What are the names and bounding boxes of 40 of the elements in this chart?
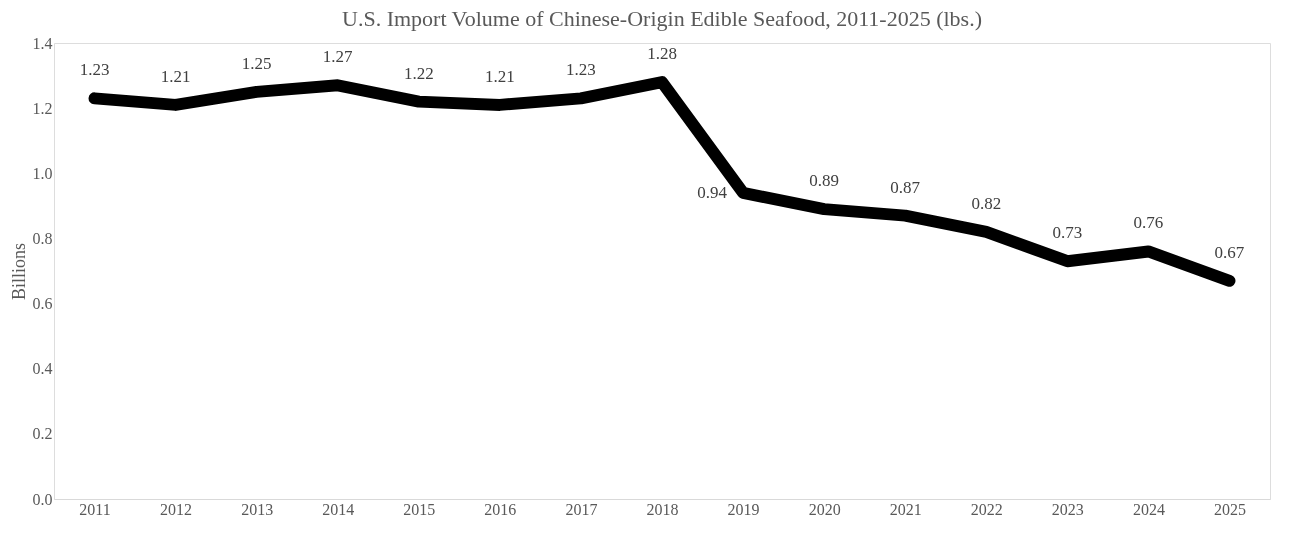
- data-label: 1.27: [322, 47, 354, 67]
- x-tick-label: 2025: [1213, 500, 1246, 518]
- data-label: 0.73: [1052, 223, 1083, 243]
- y-tick-label: 0.8: [32, 229, 53, 247]
- y-tick-label: 0.0: [32, 490, 53, 508]
- data-label: 1.28: [647, 44, 677, 64]
- x-tick-label: 2019: [727, 500, 760, 518]
- x-tick-label: 2022: [970, 500, 1003, 518]
- x-tick-label: 2011: [79, 500, 111, 518]
- x-tick-label: 2023: [1051, 500, 1084, 518]
- x-tick-label: 2018: [646, 500, 679, 518]
- data-label: 0.94: [697, 182, 728, 202]
- data-label: 1.25: [241, 53, 272, 73]
- y-tick-label: 0.6: [32, 295, 53, 313]
- y-tick-label: 1.4: [32, 34, 53, 52]
- y-axis-title: Billions: [8, 242, 29, 301]
- y-tick-label: 0.2: [32, 425, 53, 443]
- data-label: 1.23: [566, 60, 596, 80]
- x-tick-label: 2021: [889, 500, 922, 518]
- data-label: 0.82: [971, 193, 1002, 213]
- data-label: 1.21: [484, 66, 515, 86]
- y-tick-label: 0.4: [32, 360, 53, 378]
- data-label: 1.23: [79, 60, 110, 80]
- x-tick-label: 2012: [160, 500, 193, 518]
- y-tick-label: 1.0: [32, 164, 53, 182]
- data-label: 0.89: [809, 171, 840, 191]
- chart-title: U.S. Import Volume of Chinese-Origin Edible Seafood, 2011-2025 (lbs.): [342, 6, 982, 31]
- y-tick-label: 1.2: [32, 99, 53, 117]
- x-tick-label: 2016: [484, 500, 517, 518]
- x-tick-label: 2024: [1132, 500, 1165, 518]
- x-tick-label: 2014: [322, 500, 355, 518]
- data-label: 0.87: [890, 177, 921, 197]
- data-label: 0.76: [1133, 213, 1164, 233]
- x-tick-label: 2013: [241, 500, 274, 518]
- x-tick-label: 2015: [403, 500, 436, 518]
- data-label: 1.21: [160, 66, 191, 86]
- x-tick-label: 2017: [565, 500, 598, 518]
- x-tick-label: 2020: [808, 500, 841, 518]
- data-label: 0.67: [1214, 242, 1245, 262]
- data-label: 1.22: [403, 63, 434, 83]
